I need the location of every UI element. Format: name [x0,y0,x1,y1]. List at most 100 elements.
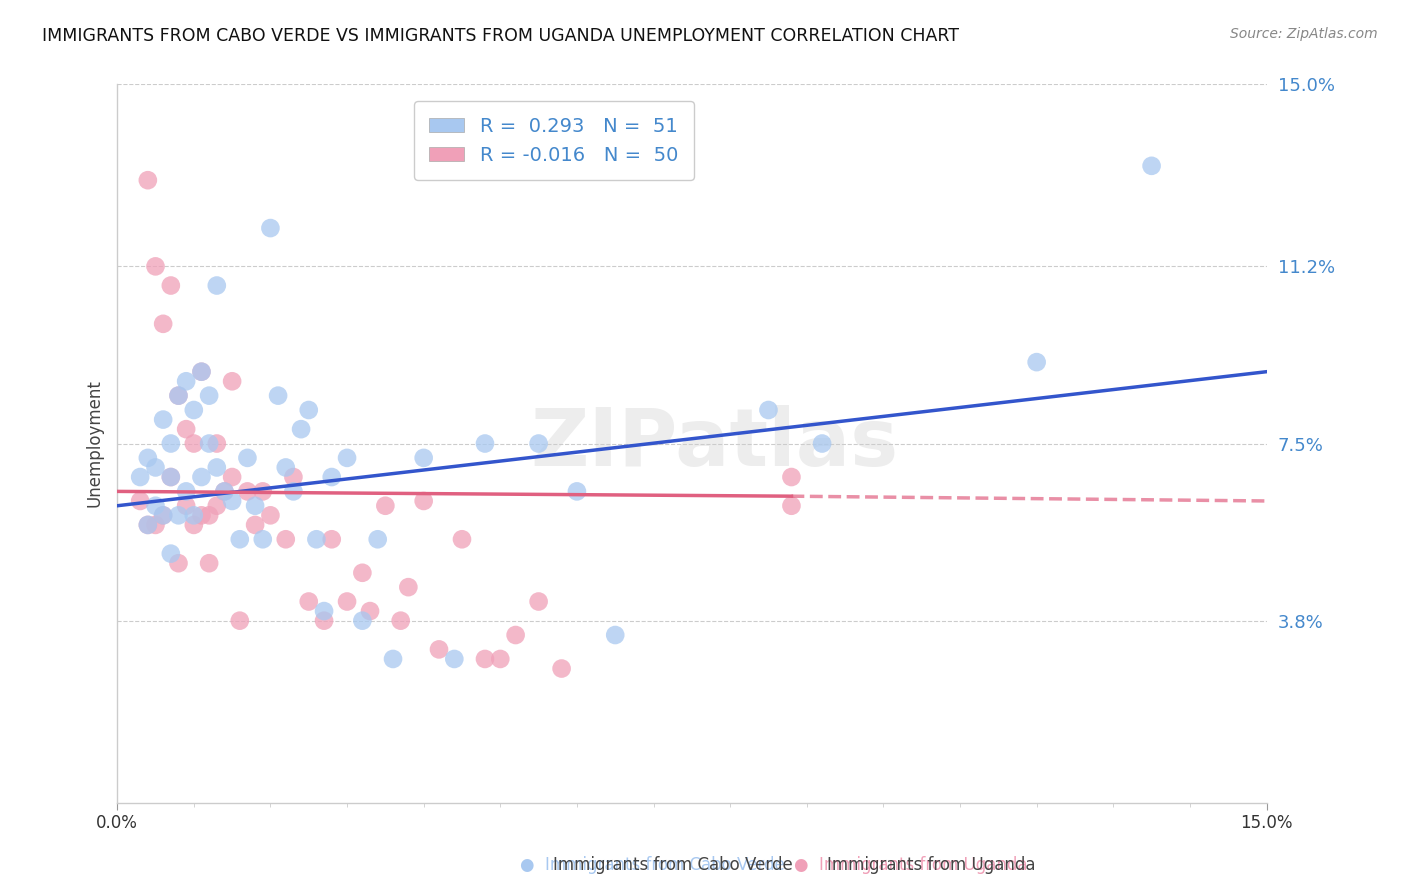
Point [336,594,359,608]
Point [159,547,181,561]
Point [527,594,550,608]
Point [229,533,252,547]
Point [550,661,572,675]
Point [145,260,167,274]
Point [252,484,274,499]
Point [198,508,221,523]
Point [136,173,159,187]
Point [489,652,512,666]
Point [145,517,167,532]
Point [183,403,205,417]
Point [221,470,243,484]
Point [174,422,197,436]
Text: Immigrants from Cabo Verde: Immigrants from Cabo Verde [553,855,793,873]
Point [136,450,159,465]
Point [129,470,152,484]
Point [152,508,174,523]
Point [152,508,174,523]
Point [427,642,450,657]
Point [174,484,197,499]
Point [780,470,803,484]
Point [412,450,434,465]
Point [259,508,281,523]
Point [565,484,588,499]
Point [167,389,190,403]
Point [474,436,496,450]
Point [396,580,419,594]
Point [252,533,274,547]
Point [183,508,205,523]
Point [298,403,321,417]
Point [412,494,434,508]
Point [174,374,197,388]
Point [811,436,834,450]
Point [374,499,396,513]
Point [190,365,212,379]
Point [382,652,405,666]
Point [145,460,167,475]
Text: IMMIGRANTS FROM CABO VERDE VS IMMIGRANTS FROM UGANDA UNEMPLOYMENT CORRELATION CH: IMMIGRANTS FROM CABO VERDE VS IMMIGRANTS… [42,27,959,45]
Point [505,628,527,642]
Point [367,533,389,547]
Point [198,436,221,450]
Point [389,614,412,628]
Point [283,470,305,484]
Point [267,389,290,403]
Point [167,508,190,523]
Point [198,556,221,570]
Point [129,494,152,508]
Point [145,499,167,513]
Point [190,508,212,523]
Point [152,412,174,426]
Point [243,499,266,513]
Legend: R =  0.293   N =  51, R = -0.016   N =  50: R = 0.293 N = 51, R = -0.016 N = 50 [413,102,695,180]
Point [214,484,236,499]
Point [305,533,328,547]
Point [352,566,374,580]
Point [159,436,181,450]
Point [780,499,803,513]
Point [443,652,465,666]
Point [274,533,297,547]
Point [159,470,181,484]
Point [336,450,359,465]
Point [183,436,205,450]
Point [159,470,181,484]
Point [274,460,297,475]
Point [159,278,181,293]
Point [352,614,374,628]
Text: ZIPatlas: ZIPatlas [530,404,898,483]
Point [167,389,190,403]
Point [152,317,174,331]
Point [1025,355,1047,369]
Text: ●  Immigrants from Uganda: ● Immigrants from Uganda [794,855,1028,873]
Point [259,221,281,235]
Point [190,470,212,484]
Point [183,517,205,532]
Point [321,533,343,547]
Point [190,365,212,379]
Point [758,403,780,417]
Point [229,614,252,628]
Y-axis label: Unemployment: Unemployment [86,380,103,508]
Point [221,494,243,508]
Point [174,499,197,513]
Point [321,470,343,484]
Point [205,278,228,293]
Point [359,604,381,618]
Point [283,484,305,499]
Point [312,614,335,628]
Point [236,450,259,465]
Text: Source: ZipAtlas.com: Source: ZipAtlas.com [1230,27,1378,41]
Point [243,517,266,532]
Point [290,422,312,436]
Point [474,652,496,666]
Point [205,436,228,450]
Point [136,517,159,532]
Point [205,460,228,475]
Point [136,517,159,532]
Text: ●  Immigrants from Cabo Verde: ● Immigrants from Cabo Verde [520,855,785,873]
Point [605,628,627,642]
Point [1140,159,1163,173]
Point [205,499,228,513]
